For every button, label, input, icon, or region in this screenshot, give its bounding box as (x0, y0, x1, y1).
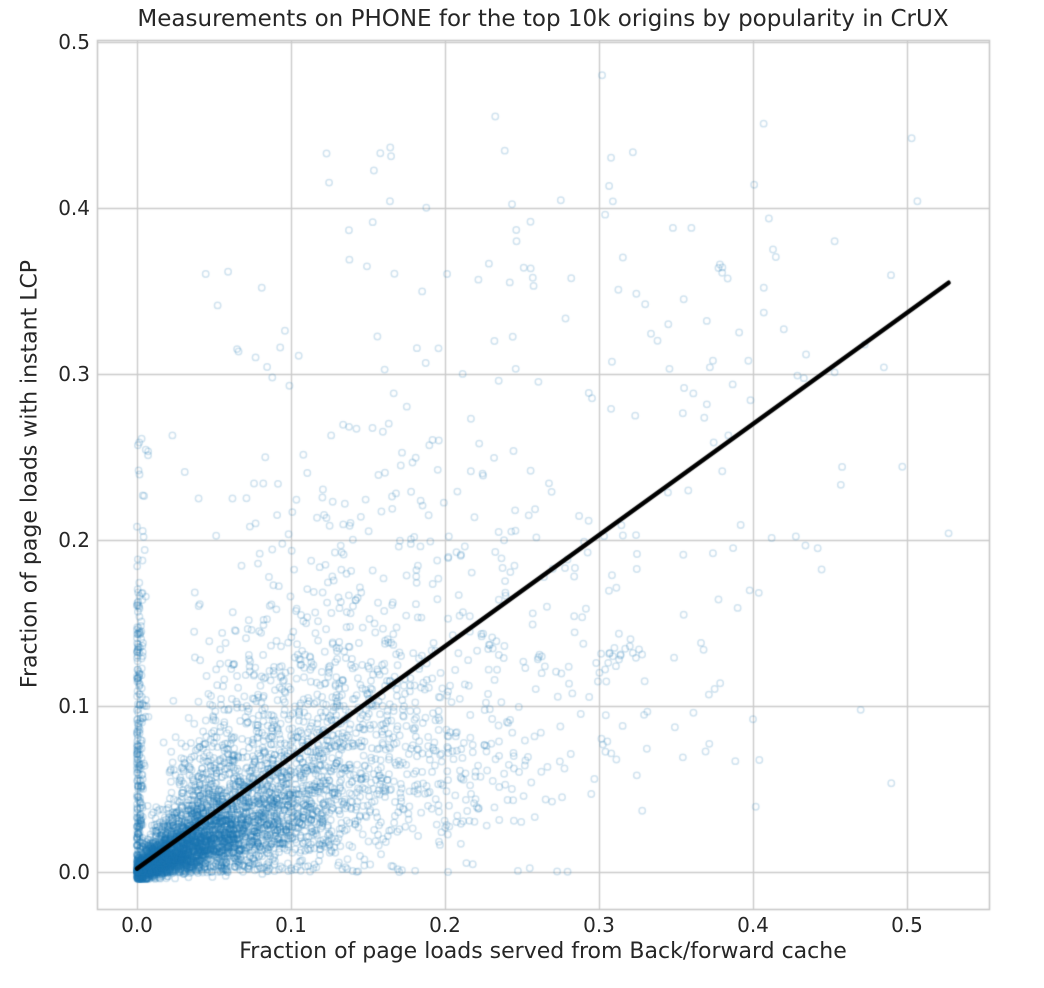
y-tick-label: 0.1 (58, 694, 90, 718)
x-tick-label: 0.4 (737, 913, 769, 937)
x-tick-label: 0.3 (583, 913, 615, 937)
y-tick-label: 0.3 (58, 362, 90, 386)
x-tick-label: 0.2 (429, 913, 461, 937)
y-tick-label: 0.2 (58, 528, 90, 552)
y-tick-label: 0.5 (58, 30, 90, 54)
x-tick-label: 0.1 (275, 913, 307, 937)
x-tick-label: 0.0 (121, 913, 153, 937)
x-axis-label: Fraction of page loads served from Back/… (239, 939, 847, 964)
y-axis-label: Fraction of page loads with instant LCP (17, 259, 43, 689)
x-tick-label: 0.5 (891, 913, 923, 937)
chart-title: Measurements on PHONE for the top 10k or… (137, 6, 949, 32)
y-tick-label: 0.4 (58, 196, 90, 220)
y-tick-label: 0.0 (58, 860, 90, 884)
